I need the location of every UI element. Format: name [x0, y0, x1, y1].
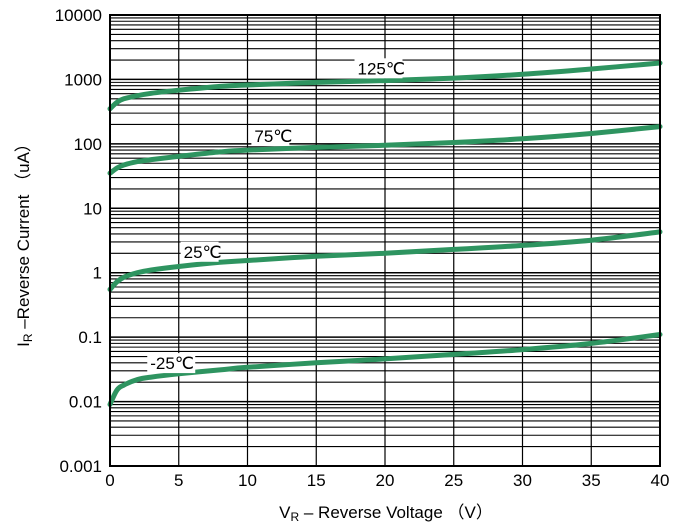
series-label-bg: [354, 58, 403, 79]
y-tick-label: 1000: [64, 70, 102, 89]
plot-frame: [109, 14, 661, 467]
series-line: [107, 60, 663, 112]
series-line: [107, 332, 663, 407]
x-tick-label: 15: [307, 471, 326, 490]
y-tick-label: 0.1: [78, 328, 102, 347]
y-tick-label: 10000: [55, 6, 102, 25]
series-label: 125℃: [358, 59, 405, 78]
y-tick-label: 100: [74, 135, 102, 154]
curve-labels: 125℃ 75℃ 25℃ -25℃: [147, 58, 405, 374]
x-tick-label: 20: [376, 471, 395, 490]
y-tick-label: 0.01: [69, 393, 102, 412]
x-tick-label: 40: [651, 471, 670, 490]
y-axis-title: IR –Reverse Current （uA）: [14, 135, 35, 347]
y-tick-label: 0.001: [59, 457, 102, 476]
y-tick-label: 10: [83, 199, 102, 218]
curves: [107, 60, 663, 407]
x-tick-label: 0: [105, 471, 114, 490]
x-tick-label: 10: [238, 471, 257, 490]
series-label: 25℃: [184, 243, 222, 262]
x-tick-label: 30: [513, 471, 532, 490]
series-line: [107, 124, 663, 176]
series-label-bg: [147, 353, 196, 374]
x-tick-label: 35: [582, 471, 601, 490]
x-tick-label: 5: [174, 471, 183, 490]
y-tick-label: 1: [93, 264, 102, 283]
series-label-bg: [251, 125, 290, 146]
series-label: -25℃: [150, 354, 194, 373]
x-tick-label: 25: [444, 471, 463, 490]
tick-labels: 0 5 10 15 20 25 30 35 40 0.001 0.01 0.1 1 10 100 1000 10…: [55, 6, 670, 490]
series-label-bg: [180, 241, 219, 262]
series-label: 75℃: [254, 127, 292, 146]
x-axis-title: VR – Reverse Voltage （V）: [279, 503, 493, 524]
series-line: [107, 229, 663, 292]
